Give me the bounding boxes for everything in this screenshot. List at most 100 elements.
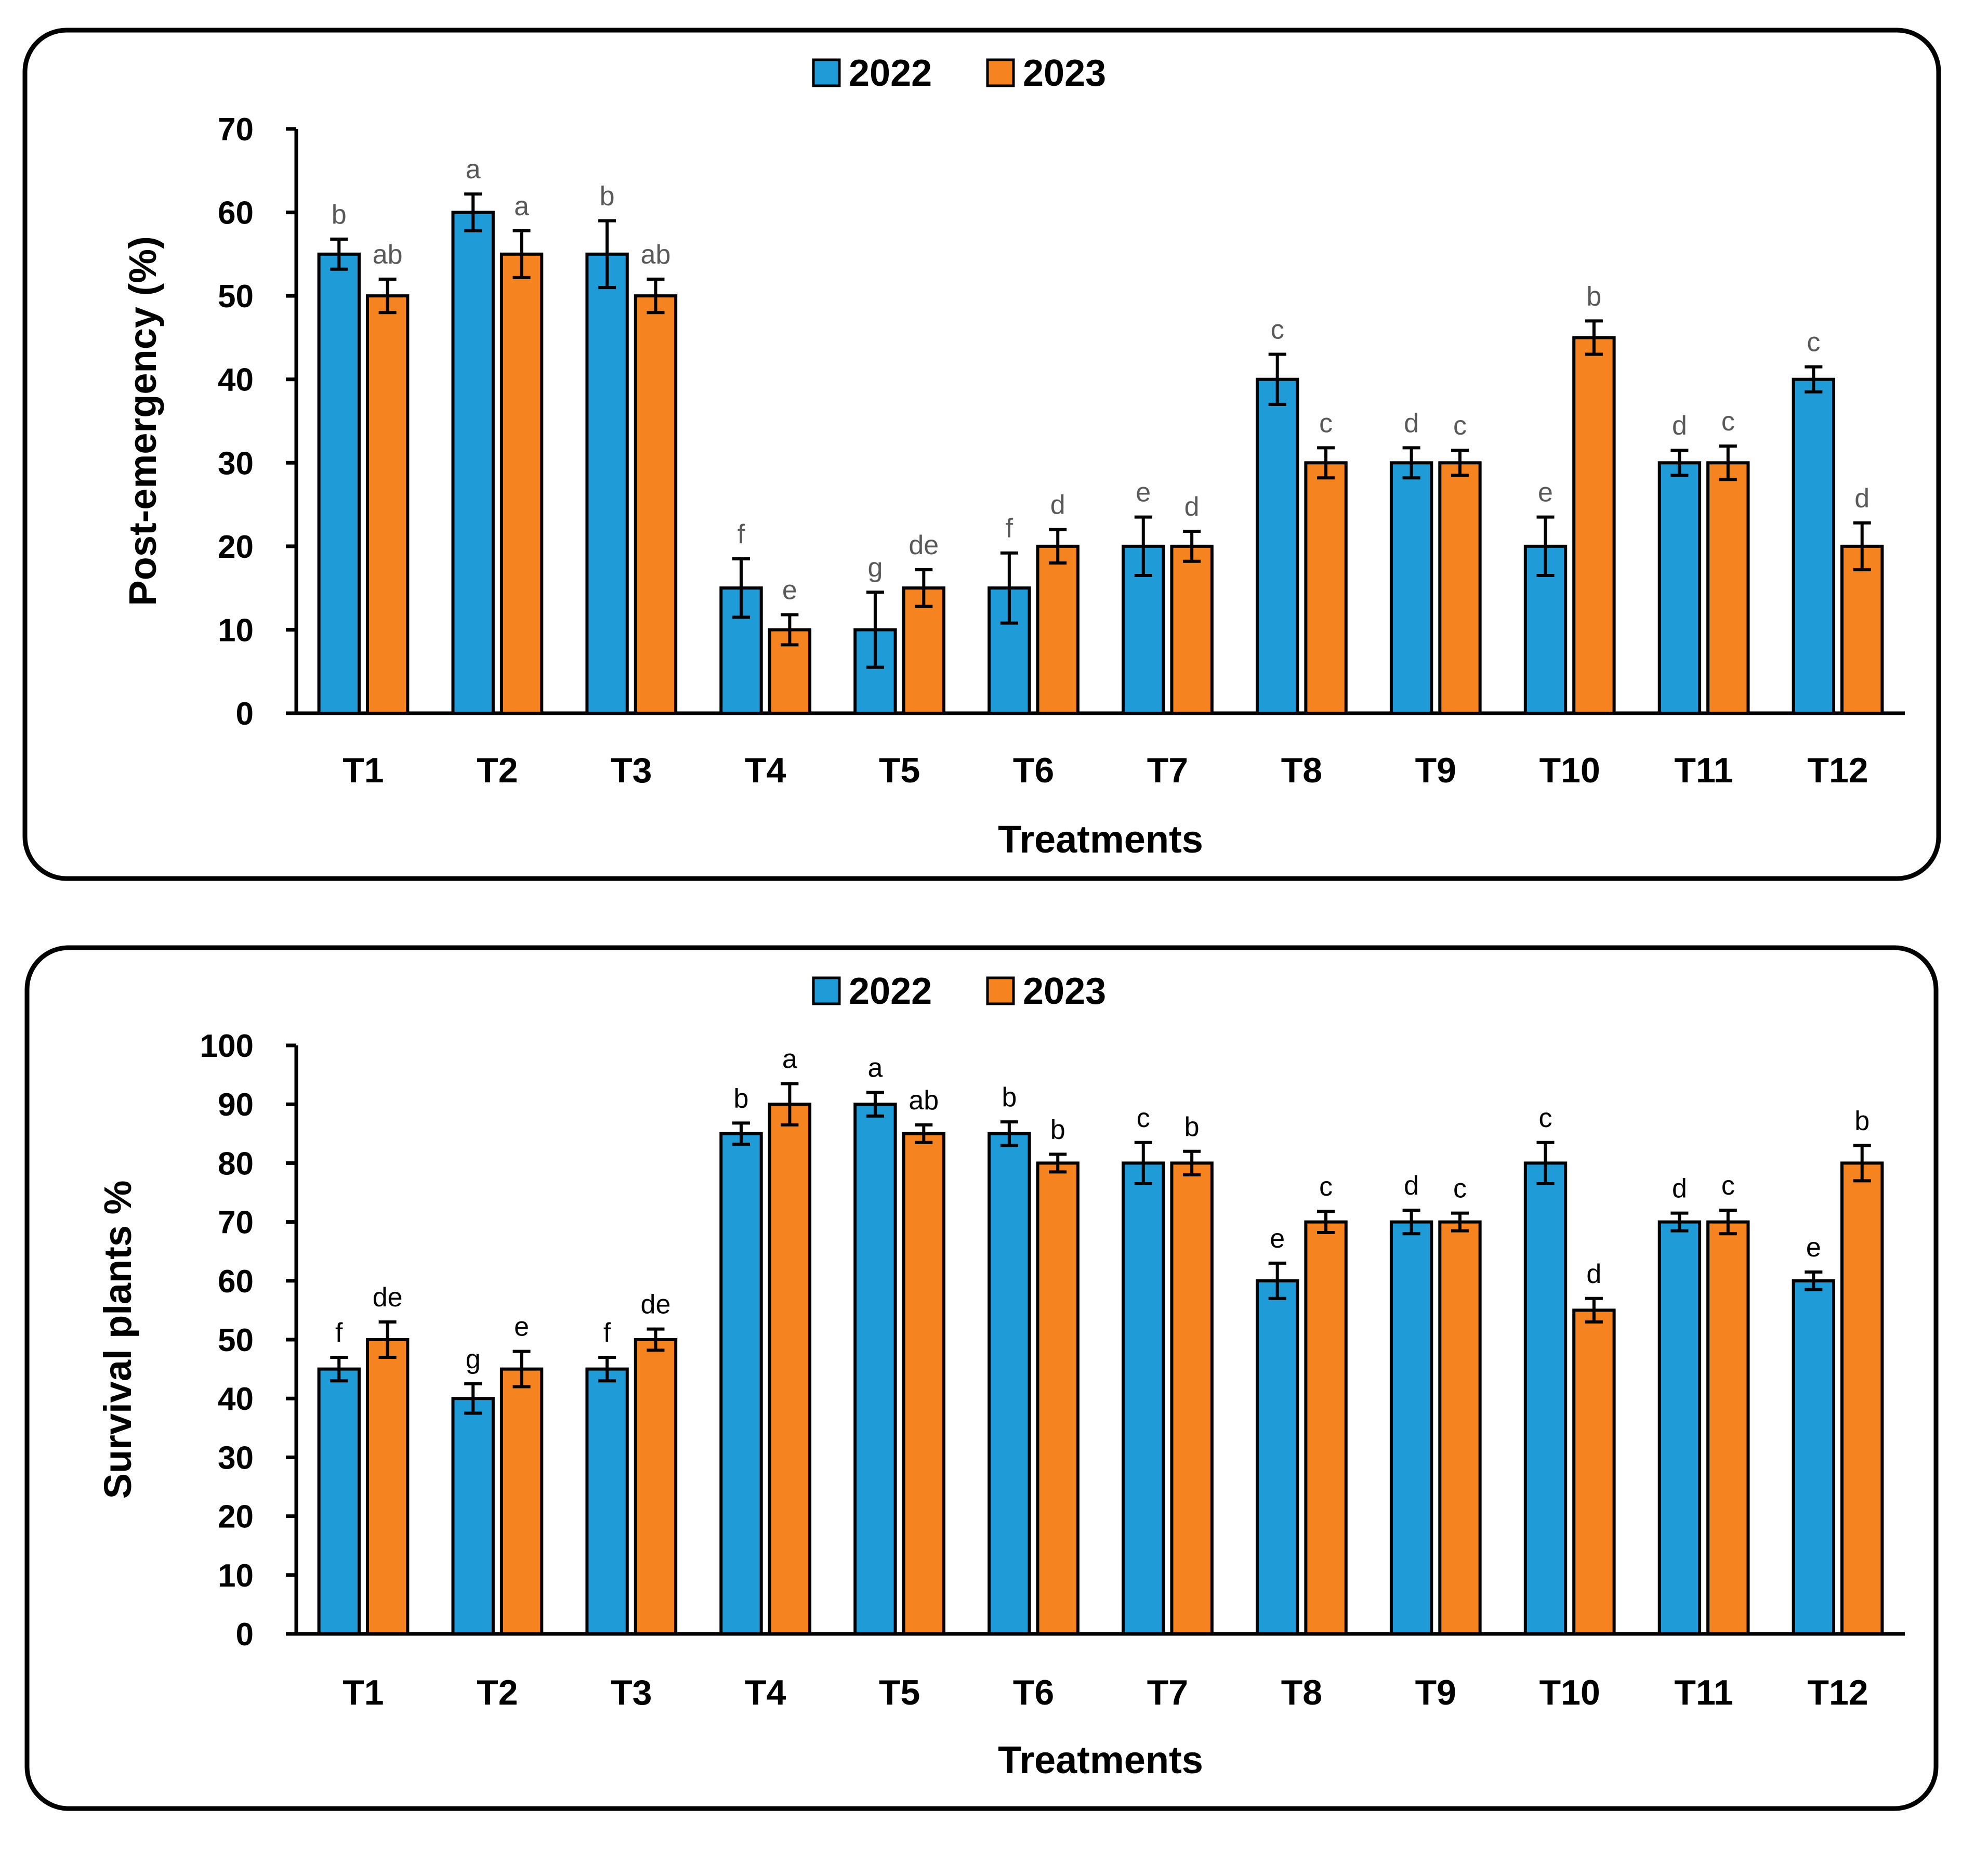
y-tick-label: 100: [200, 1028, 254, 1064]
bar-2023-T7: [1170, 544, 1214, 715]
bar-2022-T12: [1792, 377, 1836, 715]
x-tick-label: T5: [879, 751, 920, 790]
significance-letter: de: [909, 530, 939, 560]
significance-letter: e: [514, 1312, 529, 1342]
significance-letter: d: [1050, 490, 1065, 520]
x-tick-label: T8: [1281, 751, 1322, 790]
y-tick-label: 10: [218, 612, 254, 648]
bar-2023-T1: [365, 294, 410, 715]
significance-letter: d: [1184, 492, 1200, 522]
x-tick-label: T12: [1807, 1673, 1868, 1712]
x-tick-label: T1: [343, 1673, 384, 1712]
significance-letter: c: [1721, 1171, 1735, 1201]
bar-2022-T8: [1256, 1279, 1299, 1635]
significance-letter: e: [1270, 1224, 1285, 1254]
bar-2023-T10: [1572, 1308, 1616, 1635]
x-tick-label: T10: [1539, 751, 1600, 790]
significance-letter: ab: [641, 240, 671, 270]
significance-letter: d: [1854, 483, 1869, 514]
significance-letter: d: [1404, 1171, 1419, 1201]
significance-letter: e: [782, 575, 797, 606]
legend-label-2022: 2022: [849, 53, 932, 94]
significance-letter: d: [1672, 1174, 1687, 1204]
significance-letter: f: [738, 519, 745, 549]
bar-2023-T12: [1840, 544, 1884, 715]
significance-letter: b: [1050, 1115, 1065, 1145]
x-tick-label: T6: [1013, 1673, 1054, 1712]
x-axis-title: Treatments: [998, 818, 1203, 861]
panel-frame: [22, 28, 1941, 881]
y-tick-label: 30: [218, 1440, 254, 1476]
legend-swatch-2022: [812, 976, 841, 1005]
bar-2023-T9: [1438, 461, 1482, 715]
x-tick-label: T9: [1415, 751, 1456, 790]
x-tick-label: T6: [1013, 751, 1054, 790]
significance-letter: c: [1453, 411, 1467, 441]
bar-2022-T6: [988, 1132, 1031, 1635]
legend-label-2023: 2023: [1023, 971, 1106, 1012]
y-tick-label: 50: [218, 279, 254, 315]
bar-2022-T11: [1657, 1220, 1702, 1635]
x-tick-label: T7: [1147, 1673, 1188, 1712]
y-axis-title: Post-emergency (%): [121, 236, 164, 606]
significance-letter: b: [600, 181, 615, 212]
significance-letter: e: [1806, 1233, 1821, 1263]
bar-2022-T4: [719, 1132, 763, 1635]
bar-2023-T4: [768, 1103, 812, 1635]
bar-2023-T5: [902, 1132, 945, 1635]
bar-2023-T7: [1170, 1161, 1214, 1635]
y-tick-label: 70: [218, 112, 254, 148]
significance-letter: b: [1184, 1112, 1200, 1142]
significance-letter: b: [1854, 1106, 1869, 1136]
x-tick-label: T11: [1674, 1673, 1733, 1712]
significance-letter: c: [1453, 1174, 1467, 1204]
legend-label-2022: 2022: [849, 971, 932, 1012]
x-tick-label: T3: [611, 751, 652, 790]
bar-2023-T3: [634, 294, 678, 715]
bar-2023-T11: [1706, 461, 1750, 715]
bar-2023-T6: [1036, 1161, 1079, 1635]
y-axis-title: Survival plants %: [96, 1181, 139, 1499]
x-tick-label: T3: [611, 1673, 652, 1712]
significance-letter: c: [1271, 315, 1284, 345]
x-tick-label: T12: [1807, 751, 1868, 790]
significance-letter: a: [867, 1053, 883, 1083]
significance-letter: c: [1319, 1172, 1333, 1202]
bar-2022-T9: [1389, 1220, 1433, 1635]
significance-letter: d: [1672, 411, 1687, 441]
significance-letter: d: [1404, 408, 1419, 438]
significance-letter: c: [1319, 408, 1333, 438]
y-tick-label: 0: [236, 1617, 254, 1653]
bar-2023-T8: [1304, 461, 1348, 715]
bar-2022-T3: [585, 1367, 629, 1635]
significance-letter: de: [641, 1290, 671, 1320]
panel-frame: [24, 945, 1939, 1811]
significance-letter: a: [514, 191, 529, 221]
y-tick-label: 0: [236, 696, 254, 732]
significance-letter: b: [734, 1083, 749, 1114]
y-tick-label: 50: [218, 1322, 254, 1358]
significance-letter: f: [335, 1318, 343, 1348]
bar-2023-T2: [499, 1367, 544, 1635]
bar-2023-T8: [1304, 1220, 1348, 1635]
bar-2022-T2: [451, 1397, 495, 1635]
bar-2022-T10: [1523, 1161, 1568, 1635]
bar-2022-T1: [317, 252, 361, 715]
x-tick-label: T5: [879, 1673, 920, 1712]
significance-letter: d: [1586, 1259, 1601, 1289]
y-tick-label: 20: [218, 1499, 254, 1535]
legend-label-2023: 2023: [1023, 53, 1106, 94]
y-tick-label: 80: [218, 1146, 254, 1182]
significance-letter: e: [1136, 478, 1151, 508]
bar-2023-T9: [1438, 1220, 1482, 1635]
bar-2023-T2: [499, 252, 544, 715]
y-tick-label: 30: [218, 446, 254, 481]
bar-2023-T5: [902, 586, 945, 715]
significance-letter: b: [332, 200, 347, 230]
y-tick-label: 10: [218, 1558, 254, 1594]
x-tick-label: T10: [1539, 1673, 1600, 1712]
significance-letter: a: [782, 1044, 797, 1075]
significance-letter: de: [373, 1282, 403, 1313]
x-tick-label: T8: [1281, 1673, 1322, 1712]
